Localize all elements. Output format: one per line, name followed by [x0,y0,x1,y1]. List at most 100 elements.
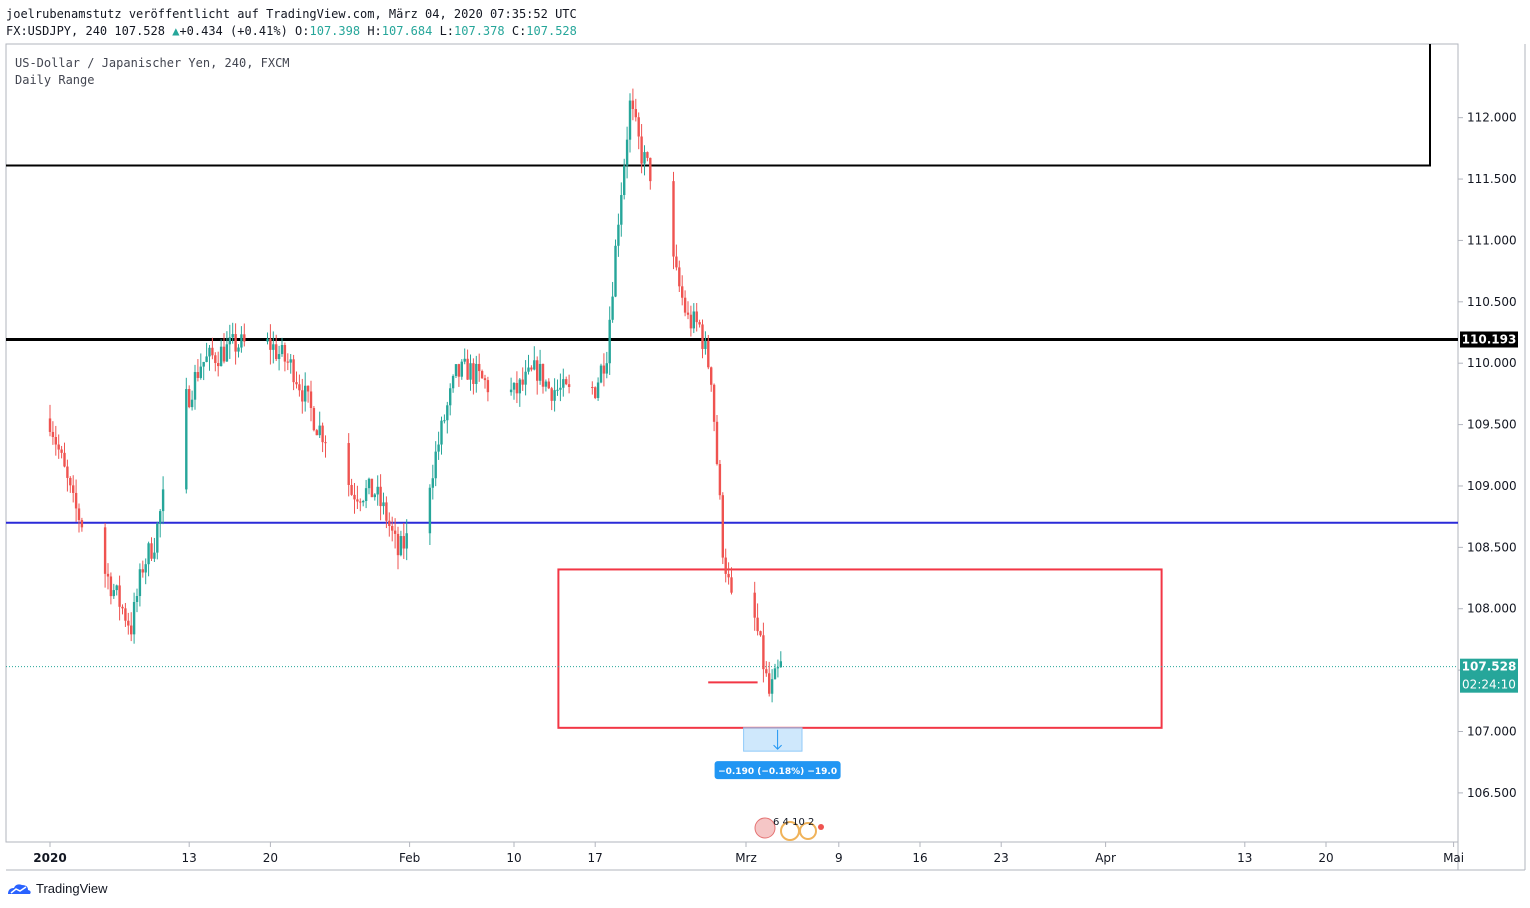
candle-up [776,667,780,669]
candle-down [521,379,524,385]
candle-down [80,520,84,528]
candle-down [72,485,75,493]
candle-up [599,365,603,383]
candle-up [376,486,379,495]
time-tick-label: 20 [263,851,278,865]
candle-down [275,344,278,360]
candle-up [608,319,611,364]
candle-down [634,109,637,118]
upper-range-box[interactable] [6,44,1431,167]
price-tick-label: 106.500 [1467,786,1517,800]
price-axis[interactable]: 106.500107.000107.500108.000108.500109.0… [1458,111,1518,800]
candle-up [219,346,223,367]
candle-down [646,152,649,158]
candle-down [530,367,533,370]
candle-up [156,523,159,553]
candle-down [649,157,652,182]
series-legend[interactable]: US-Dollar / Japanischer Yen, 240, FXCM [15,56,290,70]
candle-down [765,669,768,674]
plot-area[interactable] [5,43,1459,843]
candle-down [283,345,287,362]
candle-up [431,478,434,488]
candle-down [298,384,301,391]
candle-up [185,389,188,490]
time-tick-label: Feb [399,851,420,865]
candle-down [379,486,382,507]
drawings-front-layer: −0.190 (−0.18%) −19.0 [708,681,841,780]
candle-down [315,430,318,436]
candle-up [373,494,376,498]
candle-up [443,420,446,422]
dividend-icon[interactable] [799,822,817,840]
candle-down [309,391,313,409]
candle-up [611,296,614,320]
measure-arrowhead-icon [773,744,782,750]
candle-up [596,382,600,398]
last-price-label: 107.528 [1462,660,1517,674]
candle-down [109,576,113,597]
candle-up [440,420,443,445]
measure-box[interactable] [743,727,803,752]
candle-down [602,365,606,374]
candle-down [472,363,475,384]
candle-down [301,390,304,402]
candle-up [509,389,513,393]
tradingview-logo-text: TradingView [36,881,108,896]
candle-up [138,569,142,597]
candle-down [141,569,144,573]
time-axis[interactable]: 2020 13 20 Feb 10 17 Mrz 9 16 23 Apr 13 20 Mai [33,842,1464,865]
candle-up [153,552,156,559]
us-flag-icon[interactable] [754,817,776,839]
candle-down [66,466,69,478]
candle-up [199,366,202,378]
measure-label-bg [714,761,841,780]
price-tick-label: 111.500 [1467,172,1517,186]
candle-down [724,557,727,574]
time-tick-label: 17 [588,851,603,865]
candle-up [773,668,777,680]
candles-layer [48,88,782,703]
candle-down [77,508,81,521]
candle-up [533,360,536,370]
events-markers[interactable]: 6 4 10 2 [754,817,824,841]
resistance-price-label: 110.193 [1462,333,1517,347]
split-dot-icon[interactable] [818,824,824,830]
candle-up [272,344,275,350]
symbol-label[interactable]: FX:USDJPY, 240 [6,24,108,38]
candle-up [544,381,548,387]
close-label: C: [511,24,527,38]
candle-down [217,363,220,367]
candle-up [208,347,211,357]
candle-down [385,502,388,521]
candle-down [63,452,66,467]
candle-up [364,488,368,502]
candle-down [211,347,214,356]
tradingview-logo[interactable]: TradingView [6,881,108,896]
resistance-price-tag [1460,331,1518,348]
candle-down [74,492,78,509]
candle-down [60,449,63,453]
red-range-box[interactable] [557,568,1163,729]
candle-up [135,596,139,603]
candle-up [144,564,147,573]
candle-down [57,444,60,450]
candle-up [367,478,371,489]
publisher-line: joelrubenamstutz veröffentlicht auf Trad… [6,7,577,21]
candle-up [559,387,562,390]
candle-down [712,384,716,422]
indicator-legend[interactable]: Daily Range [15,73,95,87]
candle-down [391,526,394,531]
candle-up [237,347,240,352]
candle-down [188,389,191,408]
candle-up [266,338,269,342]
candle-up [240,334,243,348]
candle-up [779,661,782,668]
time-tick-label: Mrz [735,851,757,865]
candle-down [269,338,272,350]
candle-down [698,322,701,325]
candle-up [469,363,472,380]
candle-down [707,340,710,368]
candle-down [701,324,704,349]
candle-down [594,387,597,398]
